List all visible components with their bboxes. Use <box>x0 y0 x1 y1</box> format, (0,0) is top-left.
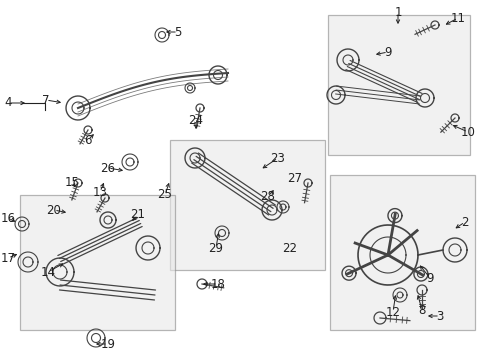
Text: 26: 26 <box>100 162 116 175</box>
Text: 9: 9 <box>426 271 434 284</box>
Text: 2: 2 <box>461 216 469 229</box>
Text: 5: 5 <box>174 26 182 39</box>
Text: 27: 27 <box>288 171 302 184</box>
Text: 3: 3 <box>436 310 443 323</box>
Text: 9: 9 <box>384 45 392 58</box>
Text: 11: 11 <box>450 12 465 24</box>
Text: 28: 28 <box>261 189 275 202</box>
Text: 6: 6 <box>84 134 92 147</box>
Text: 4: 4 <box>4 96 12 109</box>
Text: 22: 22 <box>283 242 297 255</box>
Text: 7: 7 <box>42 94 50 107</box>
Text: 10: 10 <box>461 126 475 139</box>
Bar <box>328 15 470 155</box>
Text: 21: 21 <box>130 208 146 221</box>
Bar <box>170 140 325 270</box>
Text: 16: 16 <box>0 211 16 225</box>
Text: 14: 14 <box>41 266 55 279</box>
Text: 18: 18 <box>211 278 225 291</box>
Text: 19: 19 <box>100 338 116 351</box>
Text: 29: 29 <box>209 242 223 255</box>
Text: 23: 23 <box>270 152 286 165</box>
Text: 8: 8 <box>418 303 426 316</box>
Bar <box>20 195 175 330</box>
Text: 20: 20 <box>47 203 61 216</box>
Text: 25: 25 <box>158 189 172 202</box>
Text: 13: 13 <box>93 185 107 198</box>
Text: 24: 24 <box>189 113 203 126</box>
Text: 12: 12 <box>386 306 400 319</box>
Text: 15: 15 <box>65 175 79 189</box>
Text: 17: 17 <box>0 252 16 265</box>
Text: 1: 1 <box>394 5 402 18</box>
Bar <box>330 175 475 330</box>
